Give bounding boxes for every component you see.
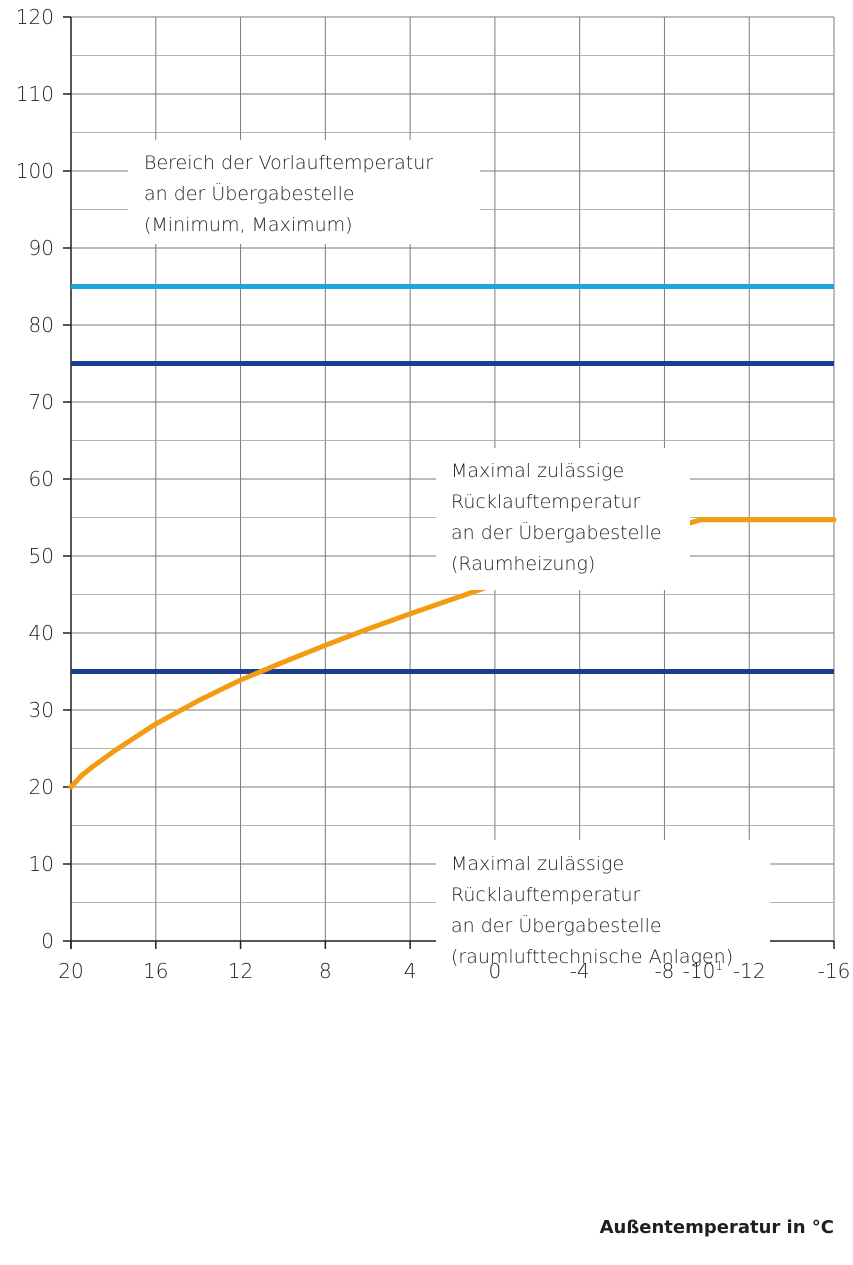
annotation-rlt-line-4: (raumlufttechnische Anlagen) — [451, 946, 733, 968]
annotation-raumheizung-line-3: an der Übergabestelle — [451, 521, 662, 544]
y-tick-label: 70 — [29, 390, 54, 414]
y-tick-label: 110 — [16, 82, 54, 106]
y-tick-labels: 0 10 20 30 40 50 60 70 80 90 100 110 120 — [16, 5, 54, 953]
x-tick-label: 16 — [143, 959, 168, 983]
x-tick-label: 20 — [58, 959, 83, 983]
x-tick-label: -4 — [570, 959, 590, 983]
y-tick-label: 40 — [29, 621, 54, 645]
y-tick-label: 80 — [29, 313, 54, 337]
annotation-raumheizung-line-1: Maximal zulässige — [451, 460, 624, 482]
y-tick-label: 20 — [29, 775, 54, 799]
y-tick-label: 10 — [29, 852, 54, 876]
annotation-raumheizung-line-4: (Raumheizung) — [451, 553, 595, 575]
annotation-vorlauf-line-3: (Minimum, Maximum) — [144, 214, 353, 236]
x-tick-label: -12 — [733, 959, 766, 983]
annotation-rlt: Maximal zulässige Rücklauftemperatur an … — [436, 840, 770, 990]
annotation-vorlauf-line-1: Bereich der Vorlauftemperatur — [144, 152, 433, 174]
x-tick-label: -16 — [818, 959, 851, 983]
annotation-rlt-line-3: an der Übergabestelle — [451, 914, 662, 937]
y-tick-label: 0 — [41, 929, 54, 953]
annotation-raumheizung: Maximal zulässige Rücklauftemperatur an … — [436, 448, 690, 590]
annotation-rlt-bg — [436, 840, 770, 990]
annotation-rlt-line-2: Rücklauftemperatur — [451, 884, 641, 906]
x-tick-label: 12 — [228, 959, 253, 983]
annotation-vorlauf-line-2: an der Übergabestelle — [144, 182, 355, 205]
x-tick-labels: 20 16 12 8 4 0 -4 -8 -101 -12 -16 — [58, 959, 850, 983]
y-tick-label: 90 — [29, 236, 54, 260]
annotation-vorlauf: Bereich der Vorlauftemperatur an der Übe… — [128, 140, 480, 244]
x-tick-label: 8 — [319, 959, 332, 983]
annotation-rlt-line-1: Maximal zulässige — [451, 853, 624, 875]
x-tick-label: 4 — [404, 959, 417, 983]
y-tick-label: 50 — [29, 544, 54, 568]
x-tick-footnote: 1 — [715, 959, 723, 973]
x-tick-label: -8 — [654, 959, 674, 983]
x-axis-label: Außentemperatur in °C — [600, 1217, 834, 1238]
x-tick-label: 0 — [489, 959, 502, 983]
y-tick-label: 30 — [29, 698, 54, 722]
y-tick-label: 60 — [29, 467, 54, 491]
annotation-raumheizung-bg — [436, 448, 690, 590]
y-tick-label: 100 — [16, 159, 54, 183]
y-tick-label: 120 — [16, 5, 54, 29]
annotation-vorlauf-bg — [128, 140, 480, 244]
annotation-raumheizung-line-2: Rücklauftemperatur — [451, 491, 641, 513]
